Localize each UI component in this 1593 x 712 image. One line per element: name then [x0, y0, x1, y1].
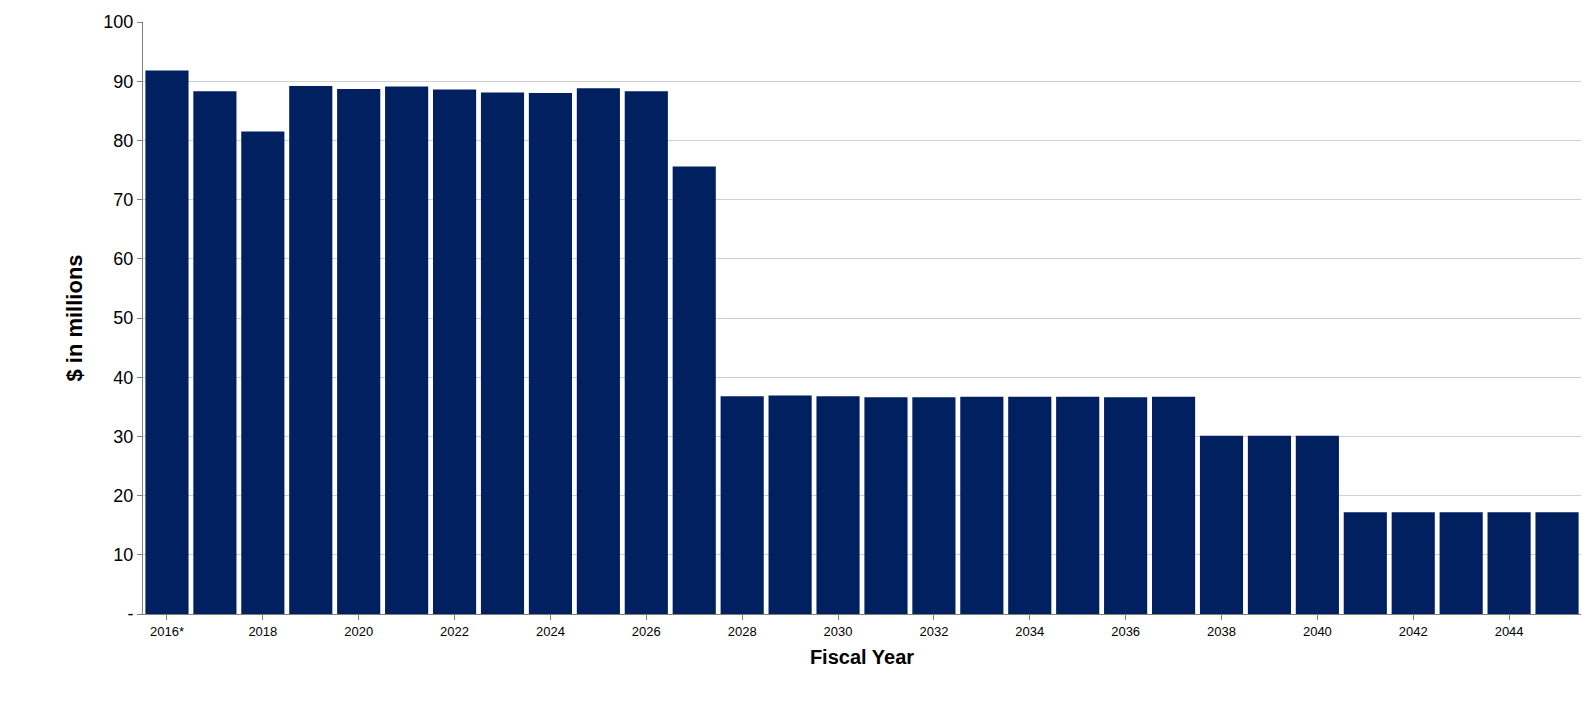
svg-text:80: 80	[113, 131, 133, 151]
svg-text:2042: 2042	[1399, 624, 1428, 639]
svg-text:60: 60	[113, 249, 133, 269]
svg-text:2028: 2028	[728, 624, 757, 639]
svg-text:Fiscal Year: Fiscal Year	[810, 646, 914, 668]
svg-text:90: 90	[113, 72, 133, 92]
svg-text:2022: 2022	[440, 624, 469, 639]
svg-text:40: 40	[113, 368, 133, 388]
svg-text:50: 50	[113, 308, 133, 328]
svg-text:2040: 2040	[1303, 624, 1332, 639]
svg-text:2038: 2038	[1207, 624, 1236, 639]
svg-text:2034: 2034	[1015, 624, 1044, 639]
svg-text:2024: 2024	[536, 624, 565, 639]
svg-text:2026: 2026	[632, 624, 661, 639]
svg-text:2032: 2032	[919, 624, 948, 639]
svg-text:100: 100	[103, 12, 133, 32]
svg-text:$ in millions: $ in millions	[62, 254, 87, 381]
svg-text:70: 70	[113, 190, 133, 210]
svg-text:2036: 2036	[1111, 624, 1140, 639]
svg-text:30: 30	[113, 427, 133, 447]
svg-text:2016*: 2016*	[150, 624, 184, 639]
svg-text:2020: 2020	[344, 624, 373, 639]
svg-text:20: 20	[113, 486, 133, 506]
svg-text:2030: 2030	[824, 624, 853, 639]
svg-text:2018: 2018	[248, 624, 277, 639]
svg-text:10: 10	[113, 545, 133, 565]
svg-text:-: -	[127, 604, 133, 624]
svg-text:2044: 2044	[1495, 624, 1524, 639]
